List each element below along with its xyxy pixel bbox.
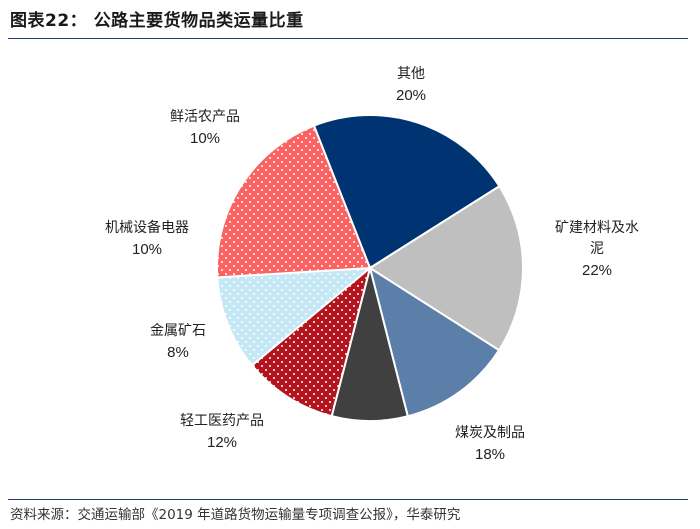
slice-label: 矿建材料及水 [555,220,639,236]
source-note: 资料来源：交通运输部《2019 年道路货物运输量专项调查公报》，华泰研究 [10,507,461,523]
slice-label: 泥 [590,241,604,257]
pie-slice-pattern [217,268,370,366]
pie-slice [368,265,501,418]
slice-label: 煤炭及制品 [455,425,525,441]
slice-percent-label: 20% [396,87,426,104]
slice-label: 机械设备电器 [105,219,189,236]
slice-label: 金属矿石 [150,323,206,339]
slice-label: 鲜活农产品 [170,109,240,125]
slice-label: 其他 [397,66,425,82]
pie-slice-pattern [251,268,370,417]
pie-slice [368,184,524,352]
chart-title: 图表22： 公路主要货物品类运量比重 [10,11,304,31]
source-divider [8,499,688,500]
slice-percent-label: 18% [475,446,505,463]
slice-percent-label: 8% [167,344,189,361]
slice-label: 轻工医药产品 [180,413,264,429]
slice-percent-label: 10% [132,241,162,258]
pie-slice-pattern [217,125,370,278]
slice-percent-label: 22% [582,262,612,279]
slice-percent-label: 12% [207,434,237,451]
title-underline [8,38,688,39]
pie-slice [312,114,501,270]
slice-percent-label: 10% [190,130,220,147]
